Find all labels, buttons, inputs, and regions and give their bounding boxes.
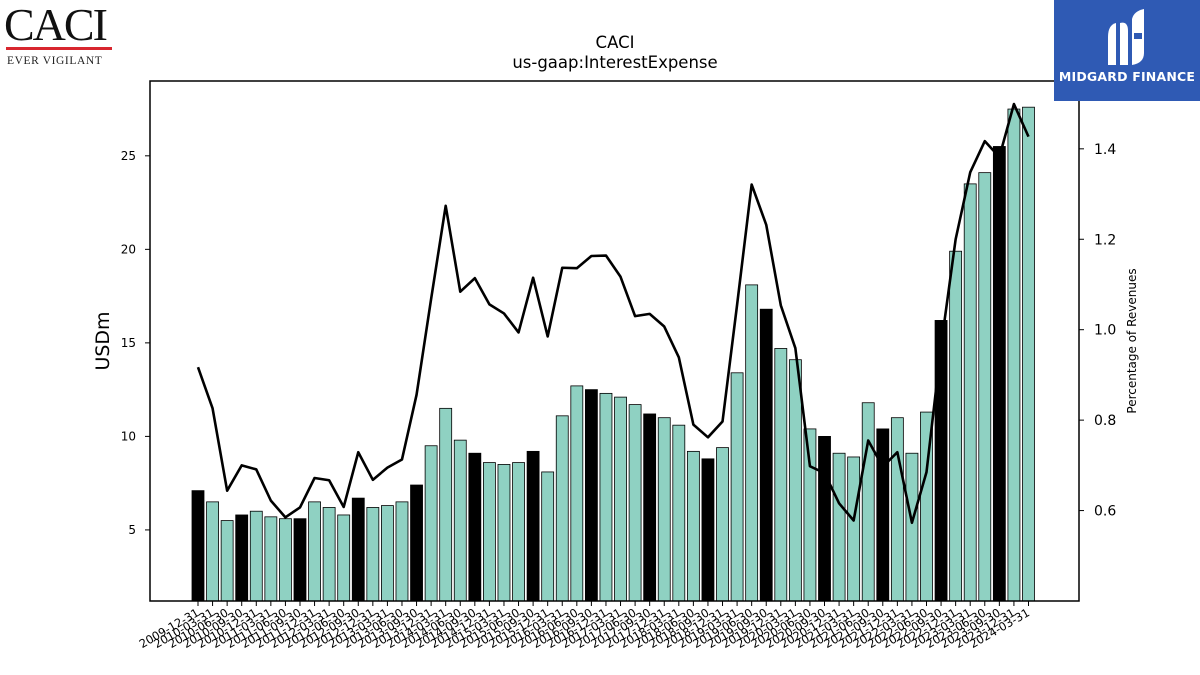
bar-2011-09-30	[293, 518, 307, 602]
bar-2023-09-30	[992, 146, 1006, 602]
bar-2019-12-31	[774, 348, 788, 602]
bar-2009-12-31	[191, 490, 205, 602]
bar-2018-09-30	[701, 458, 715, 602]
bar-2015-06-30	[512, 462, 525, 602]
bar-2018-03-31	[672, 424, 686, 602]
midgard-logo-mark-icon	[1108, 9, 1144, 65]
bar-2013-12-31	[424, 445, 438, 602]
caci-logo-rule	[6, 47, 112, 50]
bar-2022-12-31	[949, 250, 963, 602]
midgard-logo-text: MIDGARD FINANCE	[1058, 69, 1196, 84]
y-axis-label: USDm	[92, 311, 114, 370]
bar-2013-03-31	[381, 505, 394, 602]
bar-2020-09-30	[818, 435, 831, 602]
bar-2021-12-31	[890, 417, 904, 602]
bar-2011-06-30	[279, 518, 292, 602]
bar-2013-06-30	[395, 501, 409, 602]
caci-logo-wordmark: CACI	[4, 0, 108, 50]
bar-2014-06-30	[453, 439, 467, 602]
bar-2014-03-31	[439, 407, 453, 602]
bar-2021-06-30	[861, 402, 875, 602]
bar-2015-09-30	[526, 450, 540, 602]
bar-2016-09-30	[584, 389, 598, 602]
right-y-axis: 0.6 0.8 1.0 1.2 1.4	[1079, 142, 1116, 520]
bar-2017-09-30	[643, 413, 657, 602]
y2-tick-label: 1.0	[1094, 323, 1116, 339]
bar-2010-09-30	[235, 514, 249, 602]
y-tick-label: 10	[121, 429, 136, 443]
chart-title: CACI	[596, 33, 635, 52]
caci-logo: CACI EVER VIGILANT	[4, 0, 116, 68]
bar-2011-12-31	[308, 501, 321, 602]
bar-2012-06-30	[337, 514, 351, 602]
y-tick-label: 20	[121, 242, 136, 256]
chart-subtitle: us-gaap:InterestExpense	[512, 53, 717, 72]
x-axis: 2009-12-312010-03-312010-06-302010-09-30…	[137, 601, 1032, 651]
bar-2023-03-31	[963, 183, 977, 602]
bar-2014-09-30	[468, 452, 482, 602]
bar-2016-03-31	[555, 415, 569, 602]
bar-2021-09-30	[876, 428, 890, 602]
bar-2017-12-31	[657, 417, 671, 602]
bar-2016-06-30	[570, 385, 584, 602]
percentage-of-revenues-line	[196, 102, 1030, 525]
bar-2021-03-31	[847, 456, 861, 602]
y2-tick-label: 1.4	[1094, 142, 1116, 158]
plot-area-frame	[149, 80, 1080, 602]
bar-2020-03-31	[788, 359, 802, 602]
bar-2024-03-31	[1022, 106, 1035, 602]
midgard-finance-logo: MIDGARD FINANCE	[1054, 0, 1200, 101]
y2-tick-label: 1.2	[1094, 232, 1116, 248]
bar-2023-06-30	[978, 172, 992, 602]
left-y-axis: 5 10 15 20 25	[121, 149, 150, 537]
bar-2014-12-31	[482, 462, 496, 602]
bar-2019-09-30	[759, 308, 773, 602]
bar-2012-12-31	[366, 507, 380, 602]
bar-2011-03-31	[264, 516, 278, 602]
bar-2022-09-30	[934, 320, 948, 602]
y-tick-label: 5	[128, 523, 136, 537]
y2-tick-label: 0.6	[1094, 504, 1116, 520]
caci-logo-tagline: EVER VIGILANT	[7, 55, 103, 67]
bars-group	[191, 106, 1035, 602]
bar-2018-06-30	[686, 450, 700, 602]
bar-2012-03-31	[322, 507, 336, 602]
y-tick-label: 25	[121, 149, 136, 163]
bar-2016-12-31	[599, 392, 613, 602]
bar-2018-12-31	[716, 447, 729, 602]
bar-2015-03-31	[497, 464, 511, 602]
bar-2010-12-31	[249, 510, 263, 602]
bar-2022-03-31	[905, 452, 919, 602]
bar-2013-09-30	[410, 484, 423, 602]
bar-2020-06-30	[803, 428, 817, 602]
bar-2017-03-31	[614, 396, 627, 602]
y-tick-label: 15	[121, 336, 136, 350]
bar-2010-06-30	[220, 520, 234, 602]
bar-2010-03-31	[206, 501, 219, 602]
bar-2012-09-30	[351, 497, 365, 602]
y2-axis-label: Percentage of Revenues	[1125, 268, 1139, 413]
bar-2017-06-30	[628, 404, 642, 602]
y2-tick-label: 0.8	[1094, 413, 1116, 429]
bar-2020-12-31	[832, 452, 846, 602]
bar-2015-12-31	[541, 471, 555, 602]
bar-2019-03-31	[730, 372, 744, 602]
bar-2019-06-30	[745, 284, 759, 602]
bar-2023-12-31	[1007, 108, 1021, 602]
